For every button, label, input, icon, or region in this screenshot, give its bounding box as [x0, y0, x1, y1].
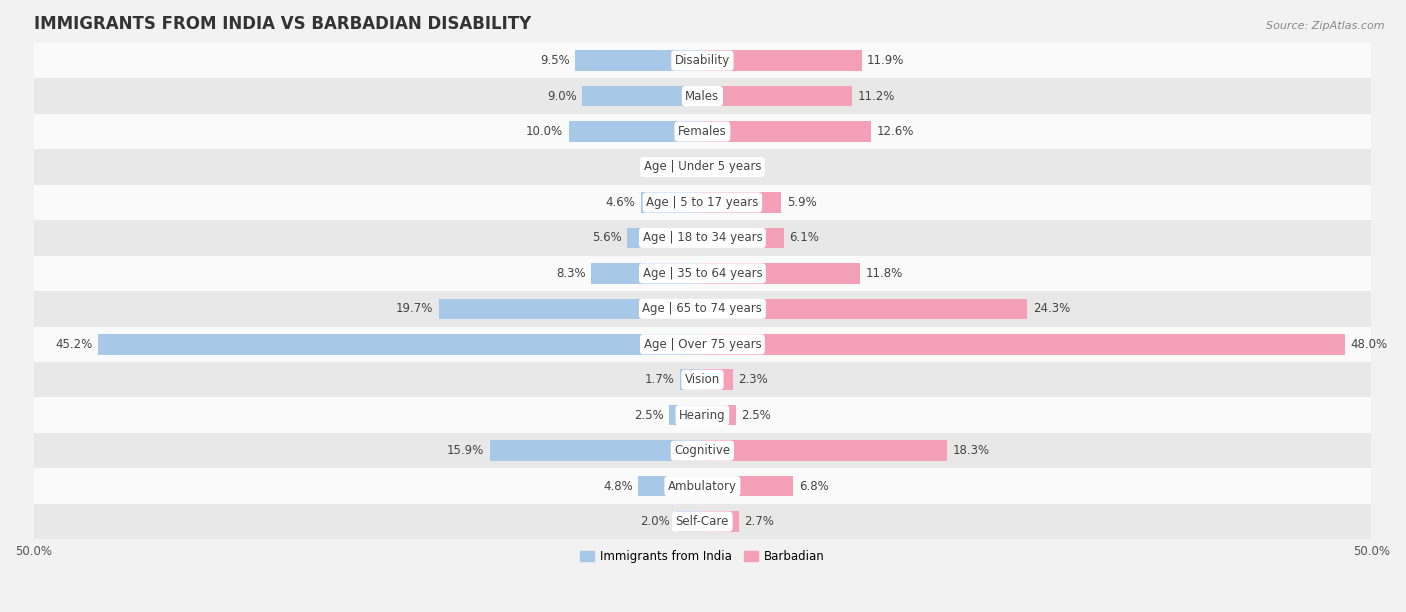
Text: 9.5%: 9.5% — [540, 54, 569, 67]
Text: 2.5%: 2.5% — [741, 409, 770, 422]
Bar — [34, 220, 1371, 256]
Bar — [703, 511, 738, 532]
Text: 5.9%: 5.9% — [787, 196, 817, 209]
Text: Females: Females — [678, 125, 727, 138]
Text: Age | 18 to 34 years: Age | 18 to 34 years — [643, 231, 762, 244]
Bar — [34, 185, 1371, 220]
Bar — [689, 157, 703, 177]
Bar — [703, 476, 793, 496]
Text: Age | 65 to 74 years: Age | 65 to 74 years — [643, 302, 762, 315]
Text: Disability: Disability — [675, 54, 730, 67]
Text: Males: Males — [685, 89, 720, 103]
Text: Age | 5 to 17 years: Age | 5 to 17 years — [647, 196, 759, 209]
Bar — [34, 433, 1371, 468]
Bar — [34, 291, 1371, 327]
Text: 6.8%: 6.8% — [799, 480, 828, 493]
Text: 9.0%: 9.0% — [547, 89, 576, 103]
Bar — [34, 397, 1371, 433]
Text: 11.8%: 11.8% — [866, 267, 903, 280]
Text: 24.3%: 24.3% — [1033, 302, 1070, 315]
Bar — [34, 114, 1371, 149]
Bar — [592, 263, 703, 283]
Text: 2.5%: 2.5% — [634, 409, 664, 422]
Bar — [703, 192, 782, 213]
Text: Age | 35 to 64 years: Age | 35 to 64 years — [643, 267, 762, 280]
Bar — [703, 334, 1344, 354]
Bar — [703, 441, 948, 461]
Bar — [34, 43, 1371, 78]
Text: 1.7%: 1.7% — [644, 373, 675, 386]
Text: Self-Care: Self-Care — [676, 515, 730, 528]
Bar — [676, 511, 703, 532]
Bar — [679, 370, 703, 390]
Bar — [34, 327, 1371, 362]
Bar — [34, 149, 1371, 185]
Text: 1.0%: 1.0% — [654, 160, 683, 173]
Bar — [34, 362, 1371, 397]
Text: Age | Over 75 years: Age | Over 75 years — [644, 338, 761, 351]
Text: 48.0%: 48.0% — [1350, 338, 1388, 351]
Text: Cognitive: Cognitive — [675, 444, 731, 457]
Bar — [641, 192, 703, 213]
Text: 18.3%: 18.3% — [953, 444, 990, 457]
Bar — [582, 86, 703, 106]
Bar — [34, 468, 1371, 504]
Text: Vision: Vision — [685, 373, 720, 386]
Text: 19.7%: 19.7% — [396, 302, 433, 315]
Text: 1.0%: 1.0% — [721, 160, 751, 173]
Text: 11.9%: 11.9% — [868, 54, 904, 67]
Text: 10.0%: 10.0% — [526, 125, 564, 138]
Bar — [568, 121, 703, 142]
Text: 4.8%: 4.8% — [603, 480, 633, 493]
Text: 2.0%: 2.0% — [641, 515, 671, 528]
Bar — [638, 476, 703, 496]
Bar — [703, 405, 735, 425]
Text: 8.3%: 8.3% — [557, 267, 586, 280]
Text: Hearing: Hearing — [679, 409, 725, 422]
Bar — [703, 228, 785, 248]
Text: Ambulatory: Ambulatory — [668, 480, 737, 493]
Bar — [703, 86, 852, 106]
Text: Source: ZipAtlas.com: Source: ZipAtlas.com — [1267, 21, 1385, 31]
Text: 2.3%: 2.3% — [738, 373, 768, 386]
Text: 11.2%: 11.2% — [858, 89, 896, 103]
Bar — [703, 299, 1028, 319]
Bar — [34, 78, 1371, 114]
Bar — [34, 256, 1371, 291]
Bar — [703, 157, 716, 177]
Bar — [489, 441, 703, 461]
Legend: Immigrants from India, Barbadian: Immigrants from India, Barbadian — [575, 546, 830, 568]
Bar — [703, 263, 860, 283]
Bar — [703, 370, 733, 390]
Text: Age | Under 5 years: Age | Under 5 years — [644, 160, 761, 173]
Text: IMMIGRANTS FROM INDIA VS BARBADIAN DISABILITY: IMMIGRANTS FROM INDIA VS BARBADIAN DISAB… — [34, 15, 530, 33]
Bar — [669, 405, 703, 425]
Text: 4.6%: 4.6% — [606, 196, 636, 209]
Bar — [703, 50, 862, 71]
Text: 6.1%: 6.1% — [789, 231, 820, 244]
Bar — [703, 121, 870, 142]
Bar — [575, 50, 703, 71]
Bar — [439, 299, 703, 319]
Text: 45.2%: 45.2% — [55, 338, 93, 351]
Text: 15.9%: 15.9% — [447, 444, 484, 457]
Bar — [34, 504, 1371, 539]
Bar — [97, 334, 703, 354]
Text: 2.7%: 2.7% — [744, 515, 773, 528]
Text: 12.6%: 12.6% — [876, 125, 914, 138]
Text: 5.6%: 5.6% — [592, 231, 621, 244]
Bar — [627, 228, 703, 248]
